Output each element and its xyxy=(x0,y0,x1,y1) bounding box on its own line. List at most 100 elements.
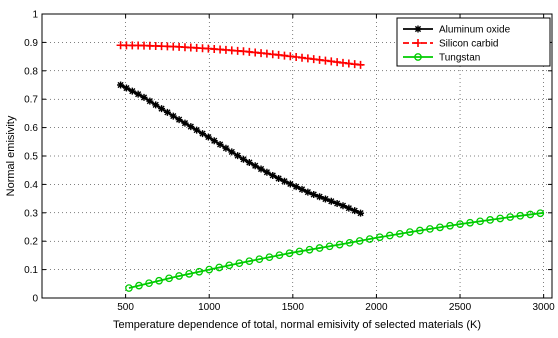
data-point xyxy=(395,229,404,238)
data-point xyxy=(193,126,201,134)
y-tick-label: 0.8 xyxy=(24,66,38,77)
data-point xyxy=(185,270,193,278)
data-point xyxy=(169,112,177,120)
data-point xyxy=(204,133,212,141)
data-point xyxy=(210,137,218,145)
legend-label: Aluminum oxide xyxy=(439,25,511,36)
y-tick-label: 1 xyxy=(32,10,38,21)
data-point xyxy=(345,238,354,247)
data-point xyxy=(292,183,300,191)
x-axis-label: Temperature dependence of total, normal … xyxy=(113,319,481,331)
data-point xyxy=(205,265,214,274)
data-point xyxy=(516,211,525,220)
data-point xyxy=(245,257,254,266)
legend-marker xyxy=(414,53,422,61)
data-point xyxy=(152,101,160,109)
data-point xyxy=(122,84,130,92)
data-point xyxy=(269,171,277,179)
data-point xyxy=(280,177,288,185)
data-point xyxy=(305,245,314,254)
data-point xyxy=(225,261,234,270)
data-point xyxy=(316,193,324,201)
data-point xyxy=(181,119,189,127)
x-tick-label: 3000 xyxy=(533,302,556,313)
data-point xyxy=(257,165,265,173)
y-tick-label: 0.2 xyxy=(24,237,38,248)
data-point xyxy=(165,274,173,283)
data-point xyxy=(175,116,183,124)
data-point xyxy=(275,174,283,182)
series xyxy=(116,41,545,292)
data-point xyxy=(355,237,364,245)
data-point xyxy=(295,247,304,256)
data-point xyxy=(235,259,244,268)
y-tick-label: 0.7 xyxy=(24,95,38,106)
y-tick-label: 0.1 xyxy=(24,265,38,276)
data-point xyxy=(187,123,195,131)
data-point xyxy=(416,226,424,235)
data-point xyxy=(216,140,224,148)
data-point xyxy=(327,197,335,205)
data-point xyxy=(315,244,324,252)
data-point xyxy=(406,228,414,236)
data-point xyxy=(436,223,444,232)
legend-marker xyxy=(414,25,422,33)
legend-label: Silicon carbid xyxy=(439,39,498,50)
data-point xyxy=(426,225,434,233)
data-point xyxy=(496,214,505,223)
data-point xyxy=(163,108,171,116)
legend-marker xyxy=(414,39,422,47)
series-silicon-carbid xyxy=(116,41,365,69)
data-point xyxy=(251,162,259,170)
data-point xyxy=(486,216,494,224)
data-point xyxy=(385,231,394,240)
series-tungstan xyxy=(125,209,545,292)
y-tick-label: 0 xyxy=(32,294,38,305)
data-point xyxy=(255,255,264,264)
x-tick-label: 1500 xyxy=(282,302,305,313)
data-point xyxy=(135,281,143,290)
data-point xyxy=(345,204,353,212)
data-point xyxy=(304,188,312,196)
data-point xyxy=(158,105,166,113)
data-point xyxy=(536,209,545,218)
series-aluminum-oxide xyxy=(117,81,365,217)
data-point xyxy=(195,267,204,276)
data-point xyxy=(265,253,274,262)
x-tick-label: 500 xyxy=(117,302,134,313)
data-point xyxy=(526,210,535,219)
data-point xyxy=(155,276,163,285)
legend: Aluminum oxide Silicon carbid Tungstan xyxy=(396,17,551,67)
data-point xyxy=(199,130,207,138)
data-point xyxy=(456,220,464,229)
data-point xyxy=(375,233,384,242)
data-point xyxy=(222,144,230,152)
y-axis-label: Normal emisivity xyxy=(5,115,17,196)
data-point xyxy=(333,199,341,207)
data-point xyxy=(298,185,306,193)
data-point xyxy=(466,218,474,227)
data-point xyxy=(357,209,365,217)
y-tick-label: 0.3 xyxy=(24,208,38,219)
series-line xyxy=(120,44,364,67)
y-tick-label: 0.6 xyxy=(24,123,38,134)
data-point xyxy=(310,191,318,199)
data-point xyxy=(339,202,347,210)
data-point xyxy=(446,221,454,230)
data-point xyxy=(285,249,294,258)
data-point xyxy=(325,242,334,251)
grid xyxy=(42,14,552,298)
data-point xyxy=(275,251,284,260)
data-point xyxy=(145,279,153,288)
data-point xyxy=(506,213,515,221)
y-tick-label: 0.4 xyxy=(24,180,38,191)
legend-label: Tungstan xyxy=(439,53,480,64)
data-point xyxy=(125,284,133,292)
data-point xyxy=(365,235,374,243)
data-point xyxy=(239,155,247,163)
legend-box xyxy=(396,17,551,67)
data-point xyxy=(117,81,125,89)
data-point xyxy=(140,93,148,101)
